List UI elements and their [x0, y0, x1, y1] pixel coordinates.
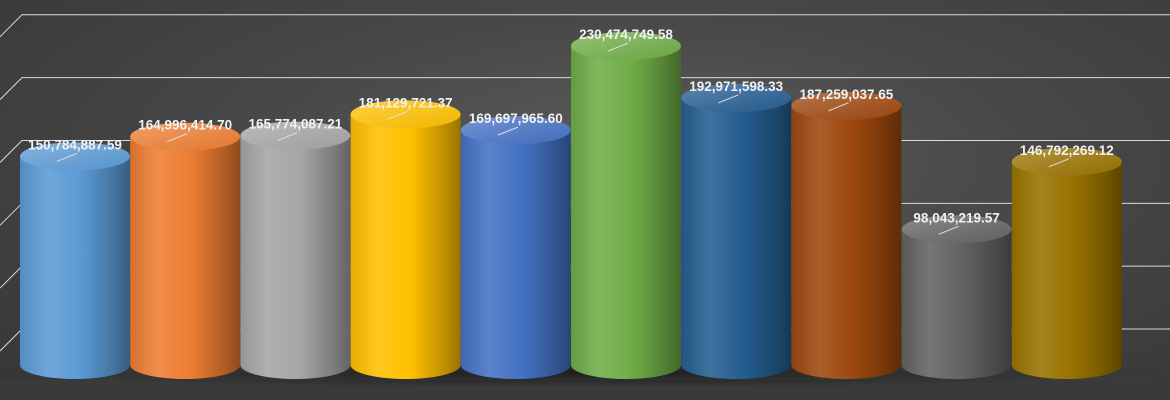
- bar-top-2: [130, 122, 241, 151]
- bar-body-5: [460, 130, 571, 380]
- data-label-leader-5: [497, 126, 518, 136]
- data-label-4: 181,129,721.37: [359, 95, 453, 110]
- bar-3: [240, 121, 351, 380]
- bar-9: [901, 215, 1012, 380]
- bar-body-10: [1011, 161, 1122, 380]
- data-label-6: 230,474,749.58: [579, 27, 673, 42]
- bar-1: [20, 142, 130, 379]
- bar-7: [681, 83, 792, 380]
- bar-body-8: [791, 105, 902, 380]
- bar-top-5: [460, 116, 571, 145]
- data-label-leader-4: [387, 110, 408, 120]
- bar-body-2: [130, 136, 241, 379]
- data-label-8: 187,259,037.65: [799, 87, 893, 102]
- bar-6: [571, 32, 681, 380]
- gridline-4: [0, 77, 1170, 100]
- bar-10: [1011, 147, 1122, 380]
- data-label-leader-8: [828, 102, 849, 112]
- bar-top-10: [1011, 147, 1122, 176]
- bar-2: [130, 122, 241, 379]
- data-label-leader-10: [1048, 158, 1069, 168]
- bar-body-4: [350, 114, 461, 379]
- bar-body-9: [901, 229, 1012, 380]
- bar-top-6: [571, 32, 681, 61]
- data-label-leader-3: [277, 132, 298, 142]
- data-label-7: 192,971,598.33: [689, 79, 783, 94]
- bar-body-1: [20, 156, 130, 379]
- data-labels: 150,784,887.59 164,996,414.70 165,774,087.…: [28, 27, 1114, 235]
- data-label-10: 146,792,269.12: [1020, 143, 1114, 158]
- bar-top-4: [350, 100, 461, 129]
- bar-body-6: [571, 46, 681, 380]
- bar-series: [20, 32, 1122, 380]
- data-label-leader-7: [718, 94, 739, 104]
- data-label-leader-9: [938, 225, 959, 235]
- bar-top-3: [240, 121, 351, 150]
- data-label-3: 165,774,087.21: [248, 117, 342, 132]
- bar-5: [460, 116, 571, 380]
- bar-8: [791, 91, 902, 380]
- bar-top-9: [901, 215, 1012, 244]
- bar-body-3: [240, 135, 351, 380]
- bar-body-7: [681, 97, 792, 380]
- data-label-5: 169,697,965.60: [469, 111, 563, 126]
- bar-top-7: [681, 83, 792, 112]
- bar-top-1: [20, 142, 130, 171]
- gridline-5: [0, 14, 1170, 38]
- data-label-leader-1: [56, 152, 78, 162]
- data-label-2: 164,996,414.70: [138, 118, 232, 133]
- bar-top-8: [791, 91, 902, 120]
- data-label-leader-6: [607, 42, 629, 52]
- data-label-leader-2: [167, 133, 188, 143]
- bar-4: [350, 100, 461, 379]
- data-label-9: 98,043,219.57: [913, 210, 999, 225]
- data-label-1: 150,784,887.59: [28, 137, 122, 152]
